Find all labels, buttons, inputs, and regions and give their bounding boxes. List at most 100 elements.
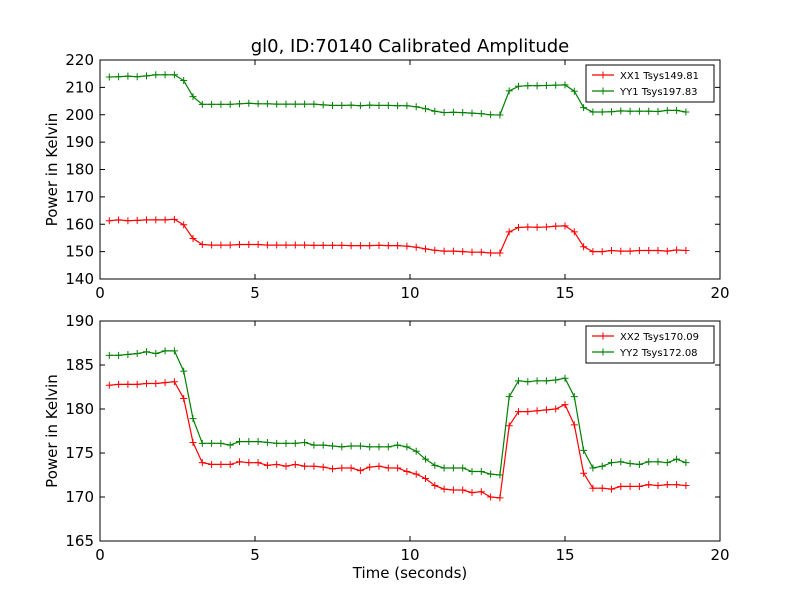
top-y-tick-label: 150 (65, 243, 94, 261)
bottom-series-1-point (682, 482, 690, 490)
bottom-series-2-point (673, 455, 681, 463)
top-series-2-point (133, 73, 141, 81)
bottom-series-1-point (152, 379, 160, 387)
top-series-2-point (626, 107, 634, 115)
top-series-1-point (124, 217, 132, 225)
bottom-series-2-point (663, 459, 671, 467)
bottom-series-1-point (356, 467, 364, 475)
top-y-tick-label: 160 (65, 215, 94, 233)
top-series-2-point (394, 102, 402, 110)
bottom-series-1-point (161, 379, 169, 387)
top-series-2-point (273, 100, 281, 108)
bottom-series-2-point (645, 458, 653, 466)
bottom-series-2-point (226, 441, 234, 449)
bottom-x-axis-label: Time (seconds) (352, 564, 468, 582)
top-series-1-point (301, 241, 309, 249)
bottom-series-1-point (580, 469, 588, 477)
top-series-2-point (403, 102, 411, 110)
bottom-series-1-point (496, 494, 504, 502)
top-series-1-point (542, 223, 550, 231)
top-series-1-point (422, 245, 429, 253)
top-series-2-point (366, 101, 374, 109)
top-series-2-point (673, 106, 681, 114)
bottom-series-2-point (180, 367, 188, 375)
bottom-series-1 (105, 378, 690, 502)
top-y-axis-label: Power in Kelvin (43, 113, 61, 227)
top-series-1-point (533, 223, 541, 231)
bottom-series-1-point (384, 464, 392, 472)
top-series-2-point (645, 107, 653, 115)
top-series-1-point (403, 242, 411, 250)
top-legend-label-1: XX1 Tsys149.81 (620, 71, 699, 82)
top-series-2-point (515, 82, 522, 90)
bottom-series-2-point (431, 461, 439, 469)
top-series-2-point (431, 107, 439, 115)
top-series-2-point (496, 111, 504, 119)
top-series-2-point (682, 108, 690, 116)
bottom-series-2-point (208, 439, 216, 447)
bottom-series-1-point (477, 488, 485, 496)
bottom-series-2-point (254, 438, 262, 446)
bottom-series-1-point (505, 422, 513, 430)
top-series-1-point (319, 241, 327, 249)
bottom-series-1-point (245, 459, 253, 467)
bottom-y-tick-label: 170 (65, 488, 94, 506)
bottom-y-axis-label: Power in Kelvin (43, 374, 61, 488)
bottom-series-1-point (468, 489, 476, 497)
bottom-series-2-point (291, 439, 299, 447)
top-series-2-point (654, 107, 662, 115)
bottom-series-2-point (366, 443, 374, 451)
bottom-series-1-point (143, 379, 150, 387)
top-series-2-point (180, 77, 188, 85)
bottom-series-2-point (440, 464, 448, 472)
top-series-2-point (254, 100, 262, 108)
top-series-1-point (663, 247, 671, 255)
top-series-2-point (245, 99, 253, 107)
top-series-2-point (319, 101, 327, 109)
bottom-series-2-point (329, 442, 336, 450)
top-series-1-point (608, 247, 615, 255)
bottom-series-1-point (431, 482, 439, 490)
top-series-2-point (617, 107, 625, 115)
top-series-2-point (608, 108, 615, 116)
bottom-series-1-point (533, 407, 541, 415)
top-series-2-point (301, 100, 309, 108)
bottom-series-2-point (580, 446, 588, 454)
bottom-x-tick-label: 0 (95, 546, 105, 564)
bottom-series-1-point (663, 481, 671, 489)
top-series-2-point (487, 111, 495, 119)
top-series-1-point (375, 241, 383, 249)
top-series-1-point (115, 216, 123, 224)
bottom-series-2-point (319, 441, 327, 449)
bottom-series-2-point (459, 464, 467, 472)
bottom-series-1-point (133, 380, 141, 388)
top-series-2 (105, 71, 690, 119)
bottom-series-2-point (115, 351, 123, 359)
top-series-1-point (347, 242, 355, 250)
top-series-1-point (180, 221, 188, 229)
top-series-2-point (152, 71, 160, 79)
top-legend-label-2: YY1 Tsys197.83 (619, 87, 698, 98)
bottom-series-1-point (254, 459, 262, 467)
bottom-series-2-point (375, 443, 383, 451)
bottom-series-2-point (394, 441, 402, 449)
bottom-series-1-point (338, 464, 346, 472)
bottom-series-2-point (105, 351, 113, 359)
bottom-legend-box (585, 325, 715, 364)
top-series-2-point (635, 107, 643, 115)
bottom-series-1-point (552, 405, 560, 413)
bottom-series-1-point (542, 406, 550, 414)
top-series-1-point (254, 241, 262, 249)
bottom-series-1-point (366, 463, 374, 471)
bottom-series-1-point (459, 486, 467, 494)
top-series-1-point (617, 247, 625, 255)
bottom-series-2-point (561, 374, 569, 382)
top-series-1-point (580, 243, 588, 251)
top-series-2-point (329, 101, 336, 109)
bottom-series-2-point (161, 347, 169, 355)
bottom-y-tick-label: 185 (65, 356, 94, 374)
bottom-series-1-point (291, 460, 299, 468)
bottom-series-2-point (608, 459, 615, 467)
top-series-2-point (338, 101, 346, 109)
top-y-tick-label: 140 (65, 270, 94, 288)
